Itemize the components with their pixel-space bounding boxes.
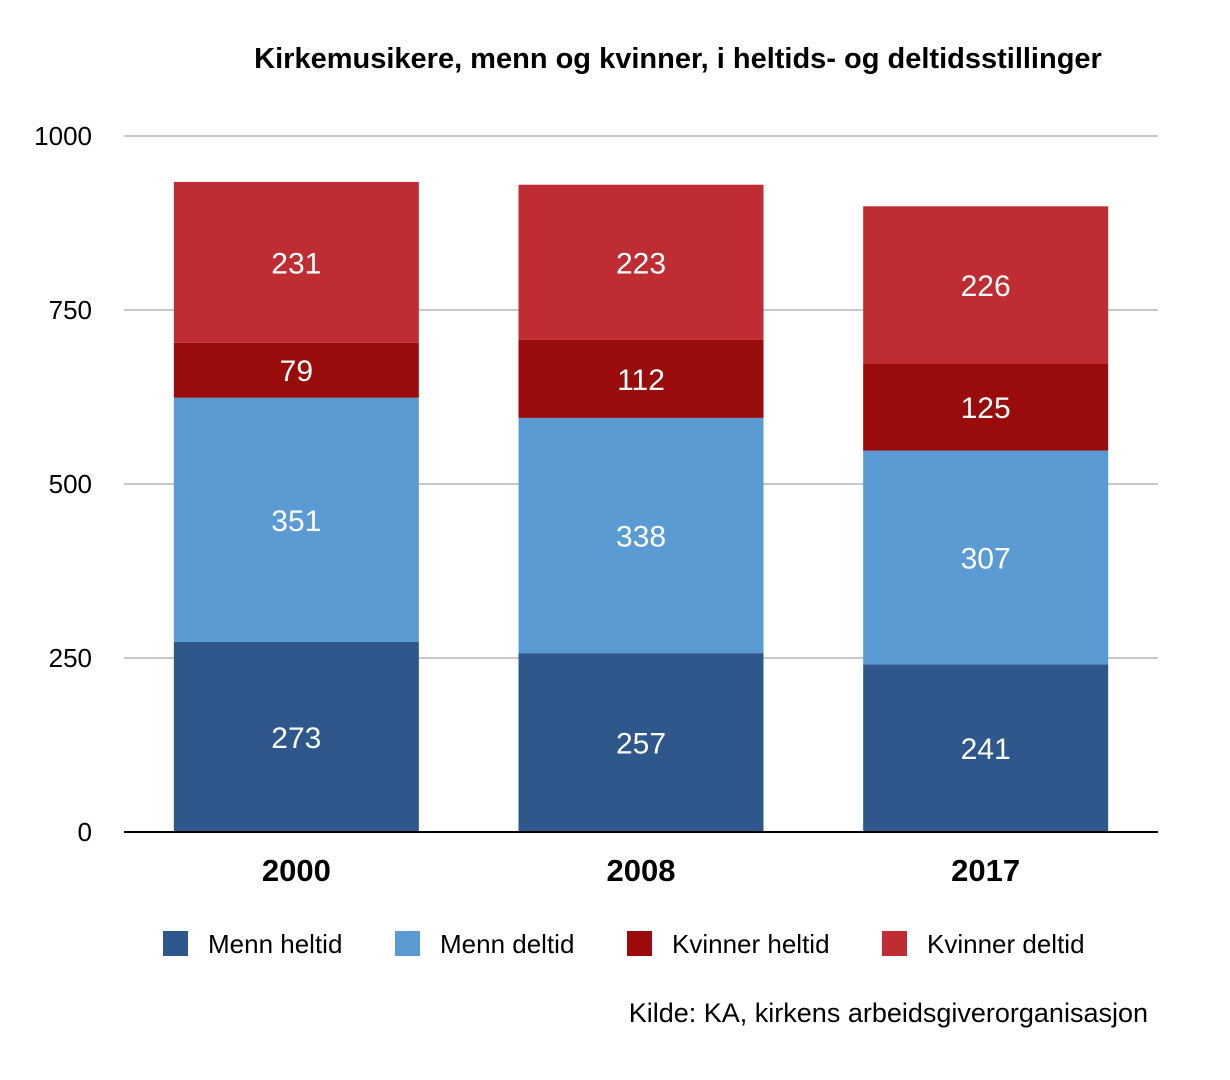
bar-segment <box>863 206 1109 364</box>
data-label: 79 <box>280 355 313 388</box>
bar-segment <box>863 664 1109 832</box>
legend-swatch <box>882 931 907 956</box>
chart-title: Kirkemusikere, menn og kvinner, i heltid… <box>254 43 1102 75</box>
legend-swatch <box>395 931 420 956</box>
legend-label: Kvinner heltid <box>672 929 830 959</box>
data-label: 257 <box>616 728 666 761</box>
bar-segment <box>863 450 1109 665</box>
x-tick-label: 2008 <box>607 853 676 888</box>
legend-swatch <box>627 931 652 956</box>
legend-swatch <box>163 931 188 956</box>
y-tick-label: 500 <box>49 469 92 499</box>
data-label: 338 <box>616 521 666 554</box>
bar-segment <box>173 181 419 343</box>
data-label: 112 <box>617 364 665 397</box>
bar-segment <box>173 641 419 832</box>
x-tick-labels: 2000 2008 2017 <box>262 853 1020 888</box>
bar-segment <box>518 653 764 832</box>
data-label: 273 <box>271 722 321 755</box>
data-label: 226 <box>961 270 1011 303</box>
x-tick-label: 2017 <box>951 853 1020 888</box>
bar-segment <box>863 363 1109 451</box>
data-label: 223 <box>616 247 666 280</box>
data-label: 351 <box>271 505 321 538</box>
data-label: 307 <box>961 542 1011 575</box>
bar-segment <box>518 339 764 418</box>
bar-segment <box>518 184 764 340</box>
y-tick-label: 0 <box>78 817 92 847</box>
legend-label: Menn heltid <box>208 929 342 959</box>
bar-segment <box>173 397 419 642</box>
y-tick-label: 750 <box>49 295 92 325</box>
y-tick-label: 1000 <box>34 121 92 151</box>
bar-segment <box>173 342 419 398</box>
legend-label: Menn deltid <box>440 929 574 959</box>
bar-segment <box>518 417 764 654</box>
data-label: 125 <box>961 392 1011 425</box>
data-label: 231 <box>271 247 321 280</box>
legend-label: Kvinner deltid <box>927 929 1085 959</box>
x-tick-label: 2000 <box>262 853 331 888</box>
source-note: Kilde: KA, kirkens arbeidsgiverorganisas… <box>629 998 1148 1028</box>
data-label: 241 <box>961 733 1011 766</box>
bar-stacks: 273 351 79 231 257 338 112 223 241 307 125 226 <box>173 181 1109 832</box>
legend: Menn heltid Menn deltid Kvinner heltid Kvin… <box>163 929 1085 959</box>
y-tick-label: 250 <box>49 643 92 673</box>
